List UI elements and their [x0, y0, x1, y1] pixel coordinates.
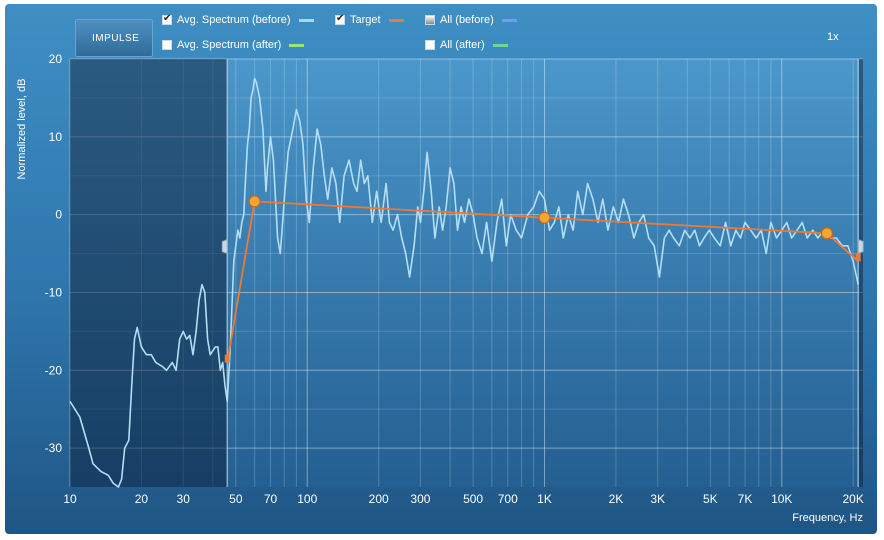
x-tick-label: 20 — [135, 492, 149, 506]
impulse-logo: IMPULSE — [75, 19, 153, 57]
legend-label: Avg. Spectrum (before) — [177, 14, 291, 26]
low-cut-handle — [221, 238, 228, 255]
legend-all-after[interactable]: All (after) — [425, 38, 508, 52]
legend-label: Avg. Spectrum (after) — [177, 39, 282, 51]
checkbox-all-after[interactable] — [425, 40, 435, 50]
target-handle[interactable] — [248, 195, 261, 208]
x-tick-label: 5K — [703, 492, 718, 506]
legend-swatch — [298, 18, 314, 22]
x-tick-label: 3K — [650, 492, 665, 506]
zoom-level[interactable]: 1x — [827, 31, 839, 43]
x-axis-label: Frequency, Hz — [792, 512, 863, 524]
legend-avg-spectrum-after[interactable]: Avg. Spectrum (after) — [162, 38, 305, 52]
legend-target[interactable]: Target — [335, 13, 404, 27]
checkbox-avg-spectrum-before[interactable] — [162, 13, 172, 25]
x-tick-label: 1K — [537, 492, 552, 506]
x-tick-label: 20K — [842, 492, 863, 506]
y-tick-label: 0 — [55, 208, 62, 222]
y-axis-label: Normalized level, dB — [16, 79, 28, 180]
legend-label: All (before) — [440, 14, 494, 26]
legend-swatch — [388, 18, 404, 22]
x-tick-label: 30 — [177, 492, 191, 506]
legend-label: All (after) — [440, 39, 485, 51]
target-end-marker — [224, 354, 230, 363]
x-tick-label: 300 — [410, 492, 430, 506]
low-cut-region — [70, 59, 228, 487]
x-tick-label: 70 — [264, 492, 278, 506]
legend-label: Target — [350, 14, 381, 26]
x-tick-label: 7K — [738, 492, 753, 506]
x-tick-label: 10 — [63, 492, 77, 506]
checkbox-target[interactable] — [335, 13, 345, 25]
y-tick-label: 10 — [49, 130, 63, 144]
y-tick-label: -20 — [45, 363, 63, 377]
checkbox-avg-spectrum-after[interactable] — [162, 40, 172, 50]
legend-swatch — [289, 43, 305, 47]
series-avg-spectrum-before — [69, 77, 859, 488]
y-tick-label: -10 — [45, 285, 63, 299]
y-tick-label: -30 — [45, 441, 63, 455]
target-end-marker — [855, 253, 861, 262]
x-tick-label: 100 — [297, 492, 317, 506]
legend-avg-spectrum-before[interactable]: Avg. Spectrum (before) — [162, 13, 314, 27]
checkbox-all-before[interactable] — [425, 15, 435, 25]
x-tick-label: 500 — [463, 492, 483, 506]
logo-text: IMPULSE — [92, 33, 140, 44]
legend-swatch — [492, 43, 508, 47]
target-handle[interactable] — [538, 211, 551, 224]
x-tick-label: 10K — [771, 492, 792, 506]
x-tick-label: 200 — [369, 492, 389, 506]
x-tick-label: 700 — [498, 492, 518, 506]
x-tick-label: 2K — [609, 492, 624, 506]
high-cut-region — [858, 59, 863, 487]
analyzer-panel: 10 20 30 50 70 100 200 300 500 700 1K 2K 3K 5K 7K 10K 20… — [5, 4, 877, 534]
y-tick-label: 20 — [49, 52, 63, 66]
target-handle[interactable] — [820, 227, 834, 240]
x-tick-label: 50 — [229, 492, 243, 506]
high-cut-handle — [857, 238, 864, 255]
legend-all-before[interactable]: All (before) — [425, 13, 517, 27]
legend-swatch — [501, 18, 517, 22]
frequency-chart[interactable]: 10 20 30 50 70 100 200 300 500 700 1K 2K 3K 5K 7K 10K 20… — [5, 4, 877, 534]
